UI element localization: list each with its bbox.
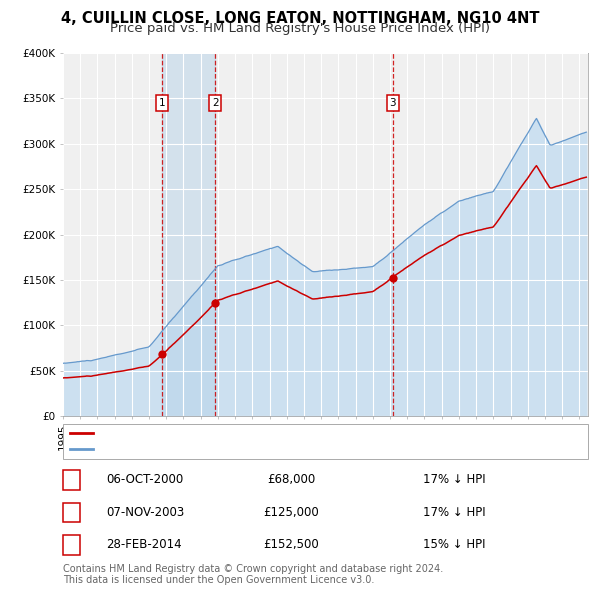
Text: 1: 1 [68, 473, 75, 487]
Text: 28-FEB-2014: 28-FEB-2014 [106, 538, 182, 552]
Text: £68,000: £68,000 [267, 473, 315, 487]
Text: 4, CUILLIN CLOSE, LONG EATON, NOTTINGHAM, NG10 4NT: 4, CUILLIN CLOSE, LONG EATON, NOTTINGHAM… [61, 11, 539, 25]
Text: 2: 2 [212, 98, 218, 108]
Text: £125,000: £125,000 [263, 506, 319, 519]
Text: 4, CUILLIN CLOSE, LONG EATON, NOTTINGHAM, NG10 4NT (detached house): 4, CUILLIN CLOSE, LONG EATON, NOTTINGHAM… [97, 427, 546, 440]
Text: 06-OCT-2000: 06-OCT-2000 [106, 473, 184, 487]
Text: £152,500: £152,500 [263, 538, 319, 552]
Text: 17% ↓ HPI: 17% ↓ HPI [423, 506, 485, 519]
Text: HPI: Average price, detached house, Erewash: HPI: Average price, detached house, Erew… [97, 443, 365, 456]
Text: Contains HM Land Registry data © Crown copyright and database right 2024.
This d: Contains HM Land Registry data © Crown c… [63, 563, 443, 585]
Text: 1: 1 [159, 98, 166, 108]
Text: 07-NOV-2003: 07-NOV-2003 [106, 506, 184, 519]
Bar [162, 53, 215, 416]
Text: 15% ↓ HPI: 15% ↓ HPI [423, 538, 485, 552]
Text: 17% ↓ HPI: 17% ↓ HPI [423, 473, 485, 487]
Text: 2: 2 [68, 506, 75, 519]
Text: 3: 3 [389, 98, 396, 108]
Text: Price paid vs. HM Land Registry's House Price Index (HPI): Price paid vs. HM Land Registry's House … [110, 22, 490, 35]
Text: 3: 3 [68, 538, 75, 552]
